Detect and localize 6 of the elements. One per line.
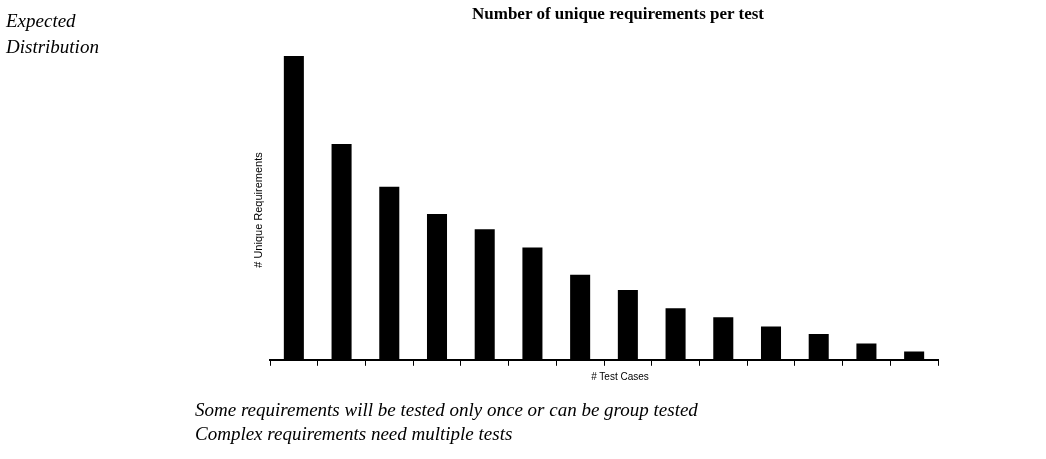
text: Complex requirements need multiple tests	[195, 422, 514, 446]
x-axis-title: # Test Cases	[591, 371, 649, 382]
y-axis-title: # Unique Requirements	[252, 152, 264, 268]
chart-title: Number of unique requirements per test	[472, 4, 764, 23]
text: Expected Distribution	[6, 9, 100, 59]
text: Some requirements will be tested only once or can be group tested	[195, 398, 698, 422]
